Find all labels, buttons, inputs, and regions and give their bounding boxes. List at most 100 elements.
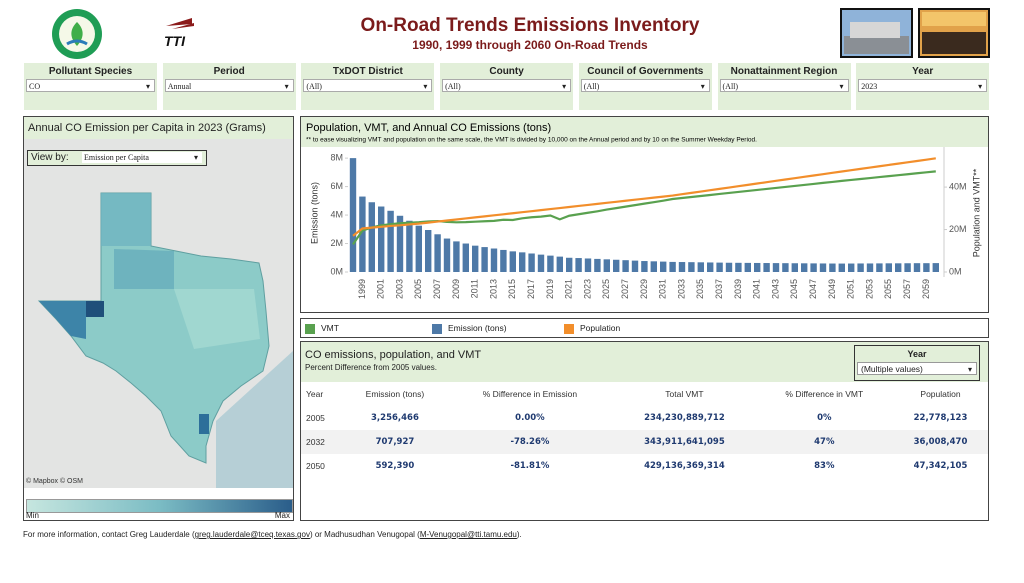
bar [472, 245, 479, 272]
table-cell: 0% [817, 413, 832, 423]
view-by-control: View by: Emission per Capita [27, 150, 207, 166]
email-link[interactable]: greg.lauderdale@tceq.texas.gov [194, 530, 310, 539]
filter-dropdown[interactable]: (All) [442, 79, 572, 93]
table-cell: 22,778,123 [913, 413, 968, 423]
x-tick-label: 2025 [601, 279, 611, 299]
y2-tick-label: 40M [949, 181, 967, 191]
x-tick-label: 2043 [770, 279, 780, 299]
footer: For more information, contact Greg Laude… [23, 530, 522, 539]
table-cell: 47% [755, 430, 893, 454]
bar [763, 263, 770, 272]
filter: County (All) [440, 63, 574, 110]
bar [490, 248, 498, 272]
filter: Year 2023 [856, 63, 990, 110]
bar [772, 263, 780, 272]
chart-header [301, 117, 988, 147]
legend-label: VMT [321, 323, 339, 333]
filter: Council of Governments (All) [578, 63, 712, 110]
bar [810, 263, 817, 272]
bar [434, 234, 441, 272]
bar [829, 263, 836, 272]
year-filter-dropdown[interactable]: (Multiple values) [857, 362, 977, 376]
map-header [24, 117, 293, 139]
legend-item: Population [564, 322, 620, 334]
bar [923, 263, 930, 272]
bar [650, 261, 657, 272]
bar [519, 252, 526, 272]
bar [349, 158, 357, 272]
page-title: On-Road Trends Emissions Inventory [360, 15, 700, 36]
table-subtitle: Percent Difference from 2005 values. [305, 363, 437, 372]
column-header: Emission (tons) [365, 389, 425, 399]
bar [387, 210, 394, 272]
footer-text: For more information, contact Greg Laude… [23, 530, 195, 539]
filter-label: County [489, 66, 524, 77]
filter-dropdown[interactable]: (All) [719, 79, 849, 93]
table-cell: 2050 [306, 461, 325, 471]
tceq-logo [52, 9, 102, 59]
filter-label: Pollutant Species [48, 66, 133, 77]
bar [735, 262, 742, 272]
filter-dropdown[interactable]: Annual [164, 79, 294, 93]
table-cell: 0.00% [515, 413, 545, 423]
bar [932, 263, 939, 272]
filter-label: Period [213, 66, 245, 77]
filter-label: Nonattainment Region [730, 66, 838, 77]
table-row: 2005 3,256,466 0.00% 234,230,889,712 0% 22,77… [301, 406, 988, 430]
x-tick-label: 2039 [733, 279, 743, 299]
x-tick-label: 2007 [432, 279, 442, 299]
filter-dropdown[interactable]: (All) [580, 79, 710, 93]
filter-dropdown[interactable]: 2023 [858, 79, 988, 93]
bar [603, 259, 610, 272]
x-tick-label: 1999 [357, 279, 367, 299]
chart-title: Population, VMT, and Annual CO Emissions… [306, 122, 551, 134]
bar [443, 238, 451, 272]
x-tick-label: 2005 [413, 279, 423, 299]
x-tick-label: 2017 [526, 279, 536, 299]
filter-dropdown[interactable]: CO [26, 79, 155, 93]
line [352, 157, 936, 237]
filter: Period Annual [162, 63, 296, 110]
header-photos [840, 8, 990, 58]
view-by-label: View by: [31, 152, 69, 163]
x-tick-label: 2015 [507, 279, 517, 299]
filter-label: Year [912, 66, 934, 77]
legend-label: Emission (tons) [448, 323, 507, 333]
table-cell: 343,911,641,095 [613, 430, 756, 454]
legend-swatch [432, 323, 442, 334]
y-tick-label: 4M [330, 209, 343, 219]
bar [359, 196, 366, 272]
filter-dropdown[interactable]: (All) [303, 79, 433, 93]
legend-label: Population [580, 323, 621, 333]
tti-logo-text: TTI [164, 33, 186, 49]
x-tick-label: 2053 [864, 279, 874, 299]
filter-label: Council of Governments [587, 66, 704, 77]
bar [744, 262, 751, 272]
bar [782, 263, 789, 272]
table-cell: 592,390 [375, 461, 415, 471]
table-cell: 707,927 [343, 430, 447, 454]
table-cell: 2005 [306, 413, 325, 423]
y-tick-label: 0M [330, 266, 343, 276]
bar [528, 253, 535, 272]
footer-text: ). [516, 530, 522, 539]
table-panel: CO emissions, population, and VMT Percen… [300, 341, 989, 521]
legend-item: VMT [305, 322, 339, 334]
chart-panel: Population, VMT, and Annual CO Emissions… [300, 116, 989, 313]
bar [622, 260, 629, 272]
combo-chart: Population, VMT, and Annual CO Emissions… [306, 122, 981, 299]
table-cell: 3,256,466 [371, 413, 419, 423]
year-filter: Year (Multiple values) [854, 345, 980, 381]
view-by-dropdown[interactable]: Emission per Capita [82, 152, 202, 163]
x-tick-label: 2029 [639, 279, 649, 299]
bar [481, 247, 488, 272]
bar [613, 259, 620, 272]
x-tick-label: 2001 [376, 279, 386, 299]
y2-tick-label: 20M [949, 224, 967, 234]
bar [754, 262, 761, 272]
bar [556, 256, 563, 272]
bar [575, 258, 582, 272]
x-tick-label: 2041 [752, 279, 762, 299]
email-link[interactable]: M-Venugopal@tti.tamu.edu [419, 530, 517, 539]
